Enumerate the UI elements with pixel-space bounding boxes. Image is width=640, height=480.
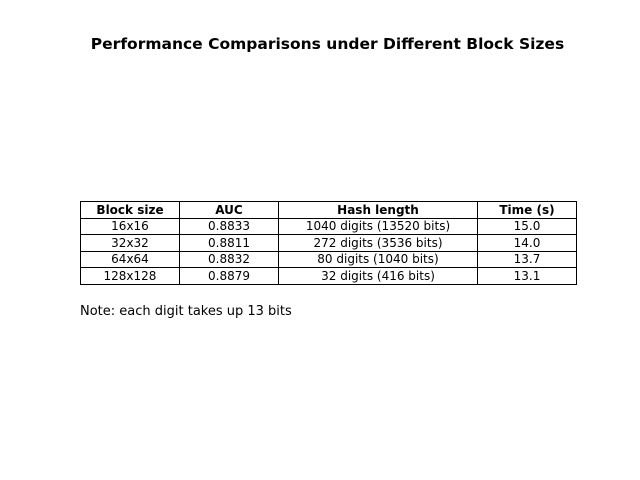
table-row: 128x128 0.8879 32 digits (416 bits) 13.1 [80, 267, 577, 285]
column-header-hash-length: Hash length [278, 201, 478, 219]
table-header-row: Block size AUC Hash length Time (s) [80, 201, 577, 219]
table-cell: 0.8811 [179, 234, 279, 252]
table-note: Note: each digit takes up 13 bits [80, 304, 292, 319]
table-cell: 1040 digits (13520 bits) [278, 217, 478, 235]
table-row: 64x64 0.8832 80 digits (1040 bits) 13.7 [80, 250, 577, 268]
table-cell: 32 digits (416 bits) [278, 267, 478, 285]
table-cell: 13.1 [477, 267, 577, 285]
table-cell: 272 digits (3536 bits) [278, 234, 478, 252]
table-cell: 13.7 [477, 250, 577, 268]
table-cell: 14.0 [477, 234, 577, 252]
table-cell: 32x32 [80, 234, 180, 252]
table-row: 32x32 0.8811 272 digits (3536 bits) 14.0 [80, 234, 577, 252]
table-row: 16x16 0.8833 1040 digits (13520 bits) 15… [80, 217, 577, 235]
column-header-auc: AUC [179, 201, 279, 219]
column-header-block-size: Block size [80, 201, 180, 219]
table-cell: 15.0 [477, 217, 577, 235]
results-table: Block size AUC Hash length Time (s) 16x1… [80, 201, 577, 285]
table-cell: 0.8833 [179, 217, 279, 235]
table-cell: 64x64 [80, 250, 180, 268]
table-cell: 0.8879 [179, 267, 279, 285]
column-header-time: Time (s) [477, 201, 577, 219]
table-cell: 128x128 [80, 267, 180, 285]
table-cell: 0.8832 [179, 250, 279, 268]
chart-title: Performance Comparisons under Different … [90, 35, 565, 53]
table-cell: 16x16 [80, 217, 180, 235]
table-cell: 80 digits (1040 bits) [278, 250, 478, 268]
